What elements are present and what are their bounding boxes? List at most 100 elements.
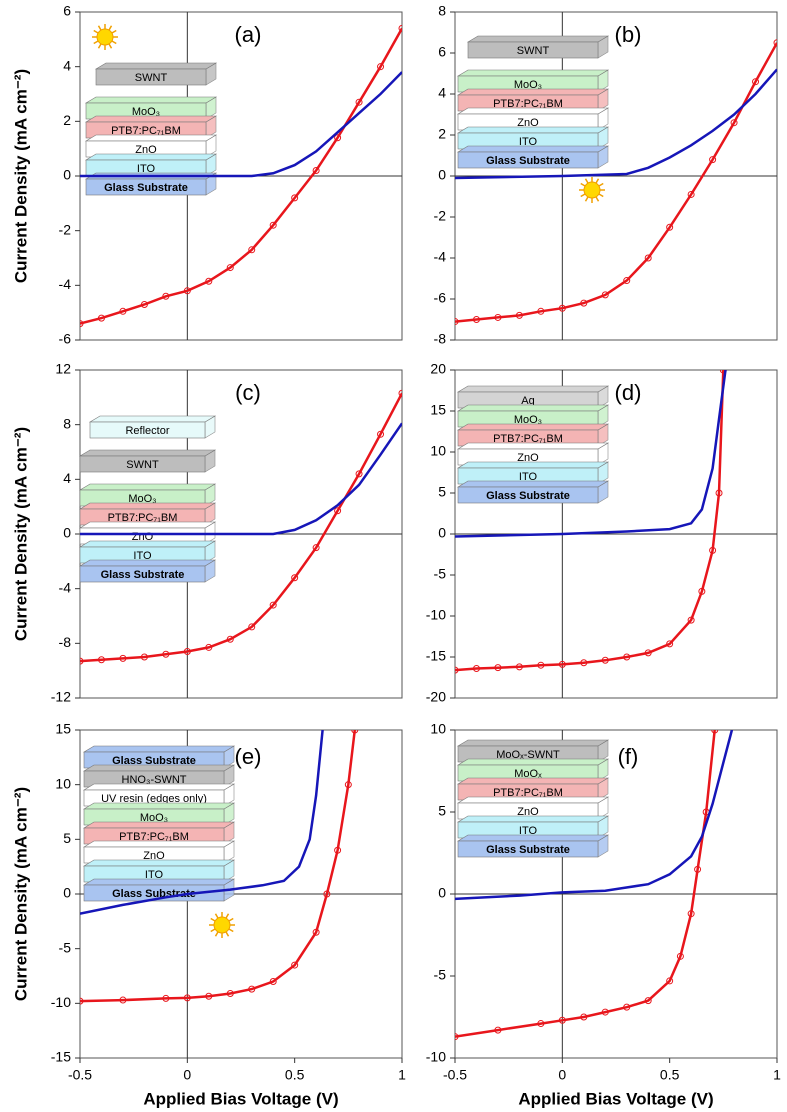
layer-label: ITO — [519, 471, 538, 483]
marker — [711, 730, 719, 734]
marker — [676, 952, 684, 960]
marker — [97, 656, 105, 664]
layer-top — [456, 145, 610, 153]
layer-label: PTB7:PC₇₁BM — [493, 433, 563, 445]
y-tick-label: -20 — [426, 689, 446, 705]
x-tick-label: 1 — [773, 1067, 781, 1083]
y-tick-label: -15 — [51, 1049, 71, 1065]
layer-label: Reflector — [125, 425, 169, 437]
layer-label: MoO₃ — [132, 106, 160, 118]
layer-label: UV resin (edges only) — [101, 793, 207, 805]
y-tick-label: 10 — [430, 443, 446, 459]
layer — [457, 840, 599, 858]
y-axis-label: Current Density (mA cm⁻²) — [11, 69, 30, 283]
layer-label: ZnO — [517, 117, 539, 129]
layer-label: ZnO — [143, 850, 165, 862]
marker — [515, 663, 523, 671]
layer-top — [82, 745, 236, 753]
layer-top — [456, 739, 610, 747]
plot-lines — [455, 730, 734, 1041]
panel-label: (c) — [235, 380, 261, 405]
marker — [355, 98, 363, 106]
sun-ray — [584, 196, 589, 202]
layer-top — [84, 96, 218, 104]
marker — [752, 78, 760, 86]
layer — [457, 486, 599, 504]
sun-ray — [111, 29, 117, 34]
marker — [162, 292, 170, 300]
layer-top — [456, 480, 610, 488]
layer-label: ITO — [137, 163, 156, 175]
layer-label: MoO₃ — [128, 493, 156, 505]
curve — [80, 730, 324, 915]
sun-ray — [228, 928, 234, 933]
layer-top — [456, 385, 610, 393]
y-tick-label: 6 — [63, 3, 71, 19]
y-tick-label: 10 — [55, 775, 71, 791]
sun-ray — [97, 25, 102, 31]
sun-ray — [97, 43, 102, 49]
marker — [687, 190, 695, 198]
y-tick-label: -4 — [434, 249, 447, 265]
marker — [119, 307, 127, 315]
panel-label: (e) — [235, 744, 262, 769]
panel-label: (a) — [235, 22, 262, 47]
layer-top — [456, 815, 610, 823]
layer-label: Glass Substrate — [104, 182, 188, 194]
marker — [455, 1033, 459, 1041]
marker — [248, 623, 256, 631]
y-tick-label: 0 — [438, 525, 446, 541]
marker — [291, 194, 299, 202]
layer-label: Glass Substrate — [486, 490, 570, 502]
y-tick-label: -6 — [59, 331, 72, 347]
plot-lines — [80, 24, 402, 328]
marker — [269, 601, 277, 609]
marker — [580, 659, 588, 667]
marker — [140, 653, 148, 661]
marker — [377, 63, 385, 71]
layer-label: Glass Substrate — [112, 755, 196, 767]
marker — [666, 640, 674, 648]
marker — [80, 320, 84, 328]
marker — [226, 264, 234, 272]
layer-label: PTB7:PC₇₁BM — [493, 787, 563, 799]
layer-top — [82, 783, 236, 791]
layer-top — [82, 764, 236, 772]
sun-ray — [228, 917, 234, 922]
marker — [226, 989, 234, 997]
layer-label: SWNT — [135, 72, 168, 84]
marker — [205, 992, 213, 1000]
marker — [140, 300, 148, 308]
marker — [558, 660, 566, 668]
y-tick-label: 15 — [430, 402, 446, 418]
layer-top — [84, 134, 218, 142]
layer-label: ITO — [519, 825, 538, 837]
layer-top — [466, 35, 610, 43]
x-tick-label: -0.5 — [68, 1067, 92, 1083]
y-tick-label: 0 — [63, 167, 71, 183]
sun-ray — [210, 928, 216, 933]
y-tick-label: 4 — [63, 57, 71, 73]
sun-ray — [93, 29, 99, 34]
marker — [580, 1013, 588, 1021]
layer-label: Glass Substrate — [486, 844, 570, 856]
layer — [85, 178, 207, 196]
marker — [558, 1016, 566, 1024]
x-tick-label: 0.5 — [285, 1067, 305, 1083]
layer-top — [456, 758, 610, 766]
marker — [80, 997, 84, 1005]
layer-label: ITO — [519, 136, 538, 148]
y-tick-label: 0 — [438, 167, 446, 183]
curve — [80, 392, 402, 663]
plot-lines — [455, 370, 727, 674]
sun-ray — [225, 913, 230, 919]
sun-ray — [225, 931, 230, 937]
layer-top — [456, 442, 610, 450]
layer-label: SWNT — [126, 459, 159, 471]
sun-ray — [93, 40, 99, 45]
layer-top — [82, 878, 236, 886]
marker — [709, 156, 717, 164]
y-axis-label: Current Density (mA cm⁻²) — [11, 427, 30, 641]
sun-ray — [108, 25, 113, 31]
